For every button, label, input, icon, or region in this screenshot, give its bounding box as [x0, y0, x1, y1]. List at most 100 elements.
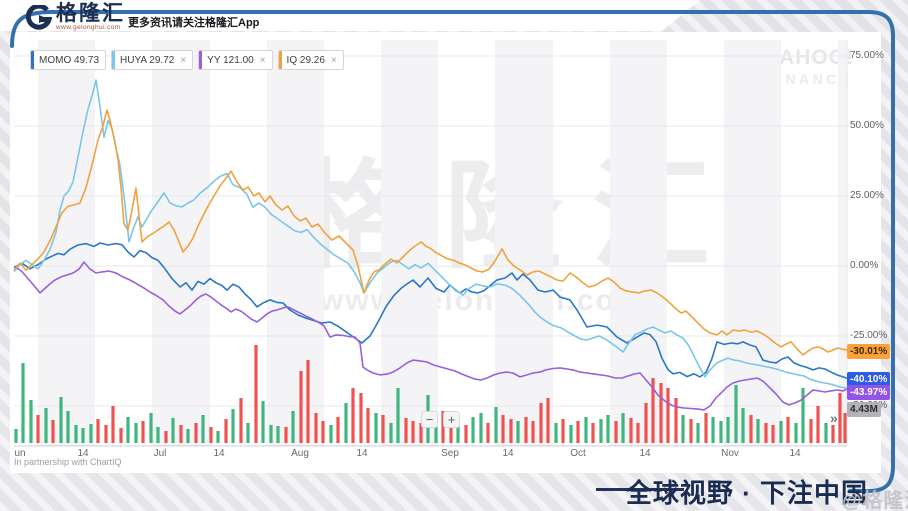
- ticker-chip-iq[interactable]: IQ 29.26 ×: [277, 50, 344, 70]
- volume-bar: [239, 398, 243, 443]
- volume-bar: [216, 431, 220, 443]
- x-tick-label: 14: [77, 448, 89, 459]
- volume-bar: [74, 425, 78, 443]
- series-line-yy: [16, 261, 848, 411]
- x-tick-label: 14: [639, 448, 651, 459]
- volume-bar: [666, 388, 670, 443]
- zoom-out-button[interactable]: −: [421, 411, 438, 428]
- volume-bar: [546, 398, 550, 443]
- volume-bar: [246, 423, 250, 443]
- volume-bar: [36, 415, 40, 443]
- volume-bar: [59, 397, 63, 443]
- close-icon[interactable]: ×: [259, 54, 266, 66]
- price-badge: 4.43M: [847, 402, 881, 417]
- volume-bar: [584, 417, 588, 443]
- series-line-huya: [13, 79, 848, 389]
- volume-bar: [786, 417, 790, 443]
- volume-bar: [651, 378, 655, 443]
- gelonghui-logo: 格隆汇 www.gelonghui.com: [26, 3, 125, 32]
- volume-bar: [381, 415, 385, 443]
- volume-bar: [516, 421, 520, 443]
- volume-bar: [561, 419, 565, 443]
- series-color-bar: [199, 51, 203, 69]
- volume-bar: [486, 423, 490, 443]
- volume-bar: [636, 423, 640, 443]
- volume-bar: [104, 425, 108, 443]
- x-tick-label: Oct: [570, 448, 586, 459]
- chartiq-attribution: In partnership with ChartIQ: [14, 457, 122, 467]
- volume-bar: [321, 421, 325, 443]
- volume-bar: [741, 408, 745, 443]
- volume-bar: [524, 417, 528, 443]
- x-tick-label: Aug: [291, 448, 309, 459]
- y-tick-label: -25.00%: [850, 330, 888, 341]
- month-shade-band: [495, 40, 553, 446]
- month-shade-band: [267, 40, 324, 446]
- volume-bar: [419, 423, 423, 443]
- volume-bar: [336, 417, 340, 443]
- volume-bar: [186, 429, 190, 443]
- ticker-chip-yy[interactable]: YY 121.00 ×: [198, 50, 273, 70]
- month-shade-band: [152, 40, 210, 446]
- volume-bar: [374, 413, 378, 443]
- volume-bar: [681, 415, 685, 443]
- volume-bar: [456, 421, 460, 443]
- y-tick-label: 50.00%: [850, 120, 884, 131]
- volume-bar: [719, 421, 723, 443]
- volume-bar: [269, 425, 273, 443]
- ticker-chip-huya[interactable]: HUYA 29.72 ×: [111, 50, 194, 70]
- x-tick-label: 14: [213, 448, 225, 459]
- volume-bar: [494, 407, 498, 443]
- panel-expand-icon[interactable]: »: [830, 410, 838, 426]
- volume-bar: [801, 388, 805, 443]
- volume-bar: [231, 409, 235, 443]
- volume-bar: [779, 421, 783, 443]
- volume-bar: [344, 403, 348, 443]
- volume-bar: [134, 423, 138, 443]
- volume-bar: [749, 415, 753, 443]
- x-tick-label: Sep: [441, 448, 459, 459]
- month-shade-band: [610, 40, 667, 446]
- volume-bar: [606, 415, 610, 443]
- ticker-label: IQ 29.26: [286, 54, 325, 66]
- volume-bar: [838, 393, 842, 443]
- footer-divider-line: [596, 488, 684, 491]
- volume-bar: [366, 408, 370, 443]
- x-tick-label: 14: [502, 448, 514, 459]
- volume-bar: [156, 427, 160, 443]
- volume-bar: [689, 419, 693, 443]
- volume-bar: [66, 411, 70, 443]
- volume-bar: [29, 400, 33, 443]
- series-color-bar: [31, 51, 34, 69]
- close-icon[interactable]: ×: [180, 54, 187, 66]
- volume-bar: [119, 428, 123, 443]
- ticker-chip-momo[interactable]: MOMO 49.73: [30, 50, 107, 70]
- ticker-label: MOMO 49.73: [39, 54, 100, 66]
- volume-bar: [291, 411, 295, 443]
- volume-bar: [164, 431, 168, 443]
- volume-bar: [771, 425, 775, 443]
- volume-bar: [449, 417, 453, 443]
- volume-bar: [224, 419, 228, 443]
- series-color-bar: [278, 51, 282, 69]
- volume-bar: [51, 420, 55, 443]
- volume-bar: [194, 423, 198, 443]
- month-shade-band: [381, 40, 438, 446]
- close-icon[interactable]: ×: [330, 54, 337, 66]
- volume-bar: [794, 423, 798, 443]
- volume-bar: [501, 415, 505, 443]
- volume-bar: [306, 360, 310, 443]
- volume-bar: [816, 406, 820, 443]
- volume-bar: [621, 413, 625, 443]
- y-tick-label: 25.00%: [850, 190, 884, 201]
- volume-bar: [171, 418, 175, 443]
- zoom-in-button[interactable]: +: [443, 411, 460, 428]
- ticker-chips: MOMO 49.73 HUYA 29.72 × YY 121.00 × IQ 2…: [30, 50, 344, 70]
- volume-bar: [276, 426, 280, 443]
- volume-bar: [299, 371, 303, 443]
- volume-bar: [179, 425, 183, 443]
- volume-bar: [569, 425, 573, 443]
- month-shade-band: [724, 40, 781, 446]
- volume-bar: [471, 417, 475, 443]
